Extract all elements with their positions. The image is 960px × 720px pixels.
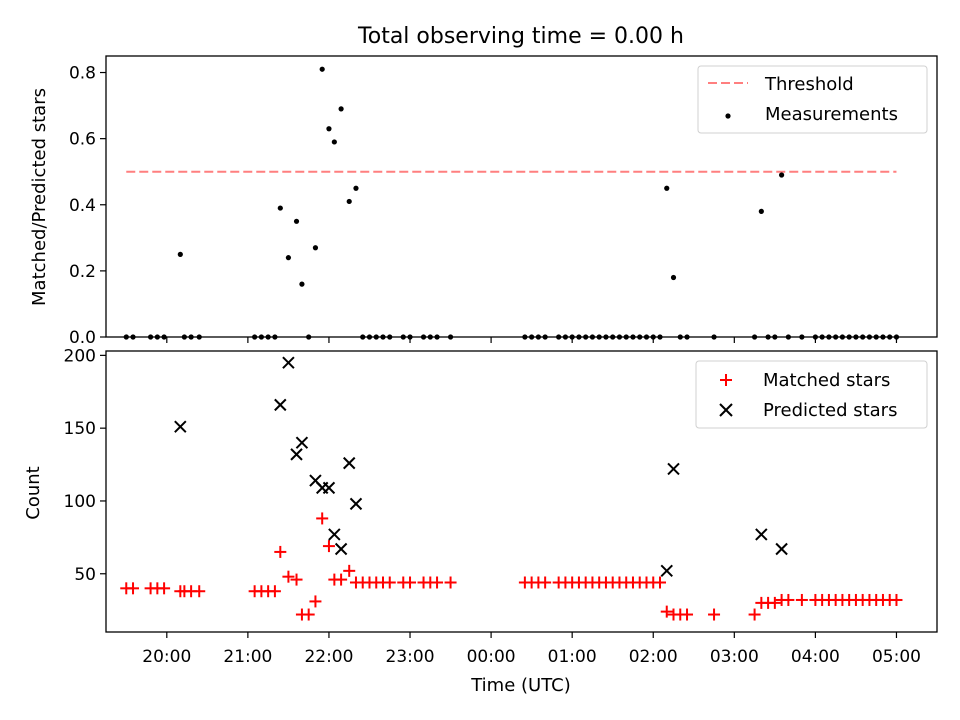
bottom-panel: 50 100 150 200 20:00 21:00 22:00 23:00 00:00 01:0… <box>23 346 938 696</box>
bottom-x-tick-label: 22:00 <box>304 647 353 667</box>
matched-star-point <box>748 608 761 621</box>
matched-star-point <box>795 593 808 606</box>
top-y-axis-label: Matched/Predicted stars <box>29 88 50 306</box>
predicted-star-point <box>290 448 303 461</box>
matched-star-point <box>282 570 295 583</box>
matched-star-point <box>268 585 281 598</box>
matched-star-point <box>782 593 795 606</box>
measurement-point <box>319 66 325 72</box>
measurement-point <box>779 172 785 178</box>
bottom-x-tick-label: 05:00 <box>872 647 921 667</box>
matched-star-point <box>404 576 417 589</box>
measurement-point <box>346 198 352 205</box>
measurement-point <box>331 139 337 145</box>
bottom-axes-frame <box>105 350 938 633</box>
matched-star-point <box>193 585 206 598</box>
matched-star-point <box>890 593 903 606</box>
measurement-point <box>312 245 319 251</box>
measurement-point <box>353 185 359 191</box>
bottom-y-tick-label: 200 <box>64 346 96 366</box>
matched-star-point <box>274 545 287 558</box>
matched-star-point <box>290 573 303 586</box>
matched-star-point <box>660 605 673 618</box>
bottom-x-tick-label: 21:00 <box>223 647 272 667</box>
predicted-star-point <box>755 528 768 541</box>
top-legend-threshold-label: Threshold <box>764 74 854 95</box>
top-legend-measurements-swatch <box>725 113 731 119</box>
bottom-legend-matched-swatch <box>720 374 732 386</box>
bottom-x-tick-label: 20:00 <box>142 647 191 667</box>
matched-star-point <box>654 576 666 589</box>
bottom-matched-points <box>120 512 903 621</box>
measurement-point <box>664 185 670 191</box>
bottom-predicted-points <box>174 356 788 578</box>
matched-star-point <box>343 564 356 577</box>
top-y-tick-label: 0.6 <box>69 130 96 150</box>
predicted-star-point <box>343 456 356 470</box>
figure-title: Total observing time = 0.00 h <box>357 24 684 49</box>
measurement-point <box>277 205 283 211</box>
top-panel: 0.00.20.40.60.8 Matched/Predicted stars … <box>29 55 938 348</box>
predicted-star-point <box>174 420 187 433</box>
measurement-point <box>758 208 764 214</box>
bottom-x-tick-label: 23:00 <box>386 647 435 667</box>
predicted-star-point <box>667 462 680 476</box>
predicted-star-point <box>775 542 788 556</box>
predicted-star-point <box>295 436 309 449</box>
top-legend: Threshold Measurements <box>697 65 928 134</box>
bottom-legend-box <box>695 360 928 429</box>
top-y-tick-label: 0.8 <box>69 64 96 84</box>
bottom-x-axis-label: Time (UTC) <box>470 675 571 696</box>
bottom-x-tick-label: 01:00 <box>548 647 597 667</box>
matched-star-point <box>431 576 444 589</box>
measurement-point <box>326 126 332 132</box>
predicted-star-point <box>334 542 348 556</box>
top-legend-measurements-label: Measurements <box>765 104 898 125</box>
matched-star-point <box>681 608 694 621</box>
predicted-star-point <box>349 497 363 511</box>
measurement-point <box>299 281 305 287</box>
matched-star-point <box>708 608 721 621</box>
matched-star-point <box>322 540 335 553</box>
matched-star-point <box>444 576 457 589</box>
matched-star-point <box>335 573 348 586</box>
matched-star-point <box>383 576 396 589</box>
bottom-x-tick-label: 02:00 <box>629 647 678 667</box>
top-y-tick-label: 0.4 <box>69 196 96 216</box>
top-y-tick-label: 0.0 <box>69 328 96 348</box>
bottom-legend-predicted-label: Predicted stars <box>763 400 897 421</box>
matched-star-point <box>309 595 322 608</box>
bottom-y-tick-label: 50 <box>74 565 96 585</box>
measurement-point <box>293 218 300 224</box>
matched-star-point <box>316 512 329 525</box>
matched-star-point <box>768 596 781 609</box>
bottom-legend-predicted-swatch <box>719 403 733 417</box>
matched-star-point <box>302 608 315 621</box>
top-legend-box <box>697 65 928 134</box>
bottom-legend: Matched stars Predicted stars <box>695 360 928 429</box>
bottom-legend-matched-label: Matched stars <box>763 370 890 391</box>
bottom-x-tick-label: 00:00 <box>467 647 516 667</box>
measurement-point <box>177 251 183 257</box>
predicted-star-point <box>660 564 673 578</box>
bottom-y-axis-label: Count <box>23 466 44 519</box>
measurement-point <box>338 106 344 112</box>
measurement-point <box>285 255 292 261</box>
predicted-star-point <box>274 398 287 412</box>
matched-star-point <box>158 582 171 595</box>
bottom-y-tick-label: 100 <box>64 492 96 512</box>
bottom-y-tick-label: 150 <box>64 419 96 439</box>
bottom-x-tick-label: 04:00 <box>791 647 840 667</box>
matched-star-point <box>539 576 552 589</box>
predicted-star-point <box>282 356 295 369</box>
matched-star-point <box>127 582 140 595</box>
top-y-tick-label: 0.2 <box>69 262 96 282</box>
bottom-x-tick-label: 03:00 <box>710 647 759 667</box>
top-axes-frame <box>105 55 938 338</box>
measurement-point <box>670 274 677 281</box>
predicted-star-point <box>328 528 341 541</box>
predicted-star-point <box>322 481 336 495</box>
